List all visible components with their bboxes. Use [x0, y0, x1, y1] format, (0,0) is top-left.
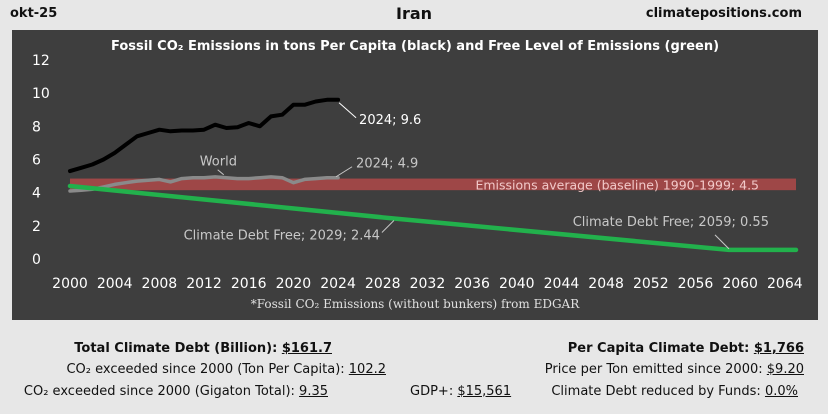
- y-tick-label: 12: [32, 53, 50, 69]
- x-tick-label: 2040: [499, 276, 535, 292]
- x-tick-label: 2060: [722, 276, 758, 292]
- debt-reduced-value: 0.0%: [764, 384, 798, 399]
- total-debt-label: Total Climate Debt (Billion):: [74, 341, 278, 356]
- per-capita-debt-value: $1,766: [753, 341, 804, 356]
- exceeded-ton: CO₂ exceeded since 2000 (Ton Per Capita)…: [66, 362, 386, 377]
- annotation-leader: [714, 234, 730, 250]
- country-title: Iran: [395, 4, 433, 23]
- price-per-ton-label: Price per Ton emitted since 2000:: [544, 362, 763, 377]
- x-tick-label: 2044: [544, 276, 580, 292]
- per-capita-debt: Per Capita Climate Debt: $1,766: [568, 341, 804, 356]
- annotation-label: Climate Debt Free; 2029; 2.44: [184, 229, 380, 244]
- price-per-ton-value: $9.20: [766, 362, 804, 377]
- total-debt: Total Climate Debt (Billion): $161.7: [74, 341, 332, 356]
- x-tick-label: 2012: [186, 276, 222, 292]
- x-tick-label: 2028: [365, 276, 401, 292]
- y-tick-label: 8: [32, 119, 41, 135]
- annotation-label: World: [200, 155, 237, 170]
- report-date: okt-25: [10, 6, 58, 21]
- y-tick-label: 10: [32, 86, 50, 102]
- exceeded-ton-label: CO₂ exceeded since 2000 (Ton Per Capita)…: [66, 362, 345, 377]
- site-name: climatepositions.com: [645, 6, 802, 21]
- x-tick-label: 2036: [454, 276, 490, 292]
- series-line-3: [67, 183, 799, 253]
- x-tick-label: 2052: [633, 276, 669, 292]
- x-tick-label: 2008: [142, 276, 178, 292]
- annotation-label: Climate Debt Free; 2059; 0.55: [573, 215, 769, 230]
- x-tick-label: 2016: [231, 276, 267, 292]
- total-debt-value: $161.7: [281, 341, 332, 356]
- annotation-label: 2024; 9.6: [359, 113, 421, 128]
- x-tick-label: 2032: [410, 276, 446, 292]
- price-per-ton: Price per Ton emitted since 2000: $9.20: [545, 362, 804, 377]
- emissions-chart: Fossil CO₂ Emissions in tons Per Capita …: [32, 39, 803, 311]
- x-tick-label: 2004: [97, 276, 133, 292]
- gdp-value: $15,561: [457, 384, 512, 399]
- debt-reduced: Climate Debt reduced by Funds: 0.0%: [551, 384, 798, 399]
- annotation-leader: [335, 166, 353, 178]
- chart-footnote: *Fossil CO₂ Emissions (without bunkers) …: [251, 297, 580, 311]
- x-tick-label: 2020: [276, 276, 312, 292]
- x-tick-label: 2000: [52, 276, 88, 292]
- gdp-label: GDP+:: [410, 384, 454, 399]
- y-tick-label: 4: [32, 186, 41, 202]
- series-line-1: [68, 97, 341, 174]
- baseline-band: [70, 178, 796, 191]
- annotation-leader: [217, 169, 225, 176]
- x-tick-label: 2064: [767, 276, 803, 292]
- exceeded-gigaton-label: CO₂ exceeded since 2000 (Gigaton Total):: [23, 384, 295, 399]
- per-capita-debt-label: Per Capita Climate Debt:: [567, 341, 750, 356]
- exceeded-gigaton: CO₂ exceeded since 2000 (Gigaton Total):…: [24, 384, 328, 399]
- y-tick-label: 2: [32, 219, 41, 235]
- annotation-label: 2024; 4.9: [356, 157, 418, 172]
- x-tick-label: 2056: [678, 276, 714, 292]
- baseline-label: Emissions average (baseline) 1990-1999; …: [475, 177, 759, 192]
- series-line-2: [68, 175, 340, 193]
- gdp: GDP+: $15,561: [410, 384, 511, 399]
- x-tick-label: 2024: [320, 276, 356, 292]
- annotation-leader: [338, 102, 357, 119]
- chart-title: Fossil CO₂ Emissions in tons Per Capita …: [111, 39, 719, 54]
- exceeded-gigaton-value: 9.35: [299, 384, 328, 399]
- annotation-leader: [381, 220, 395, 233]
- chart-panel: Fossil CO₂ Emissions in tons Per Capita …: [12, 30, 818, 320]
- debt-reduced-label: Climate Debt reduced by Funds:: [551, 384, 761, 399]
- y-tick-label: 6: [32, 153, 41, 169]
- y-tick-label: 0: [32, 252, 41, 268]
- exceeded-ton-value: 102.2: [348, 362, 386, 377]
- x-tick-label: 2048: [588, 276, 624, 292]
